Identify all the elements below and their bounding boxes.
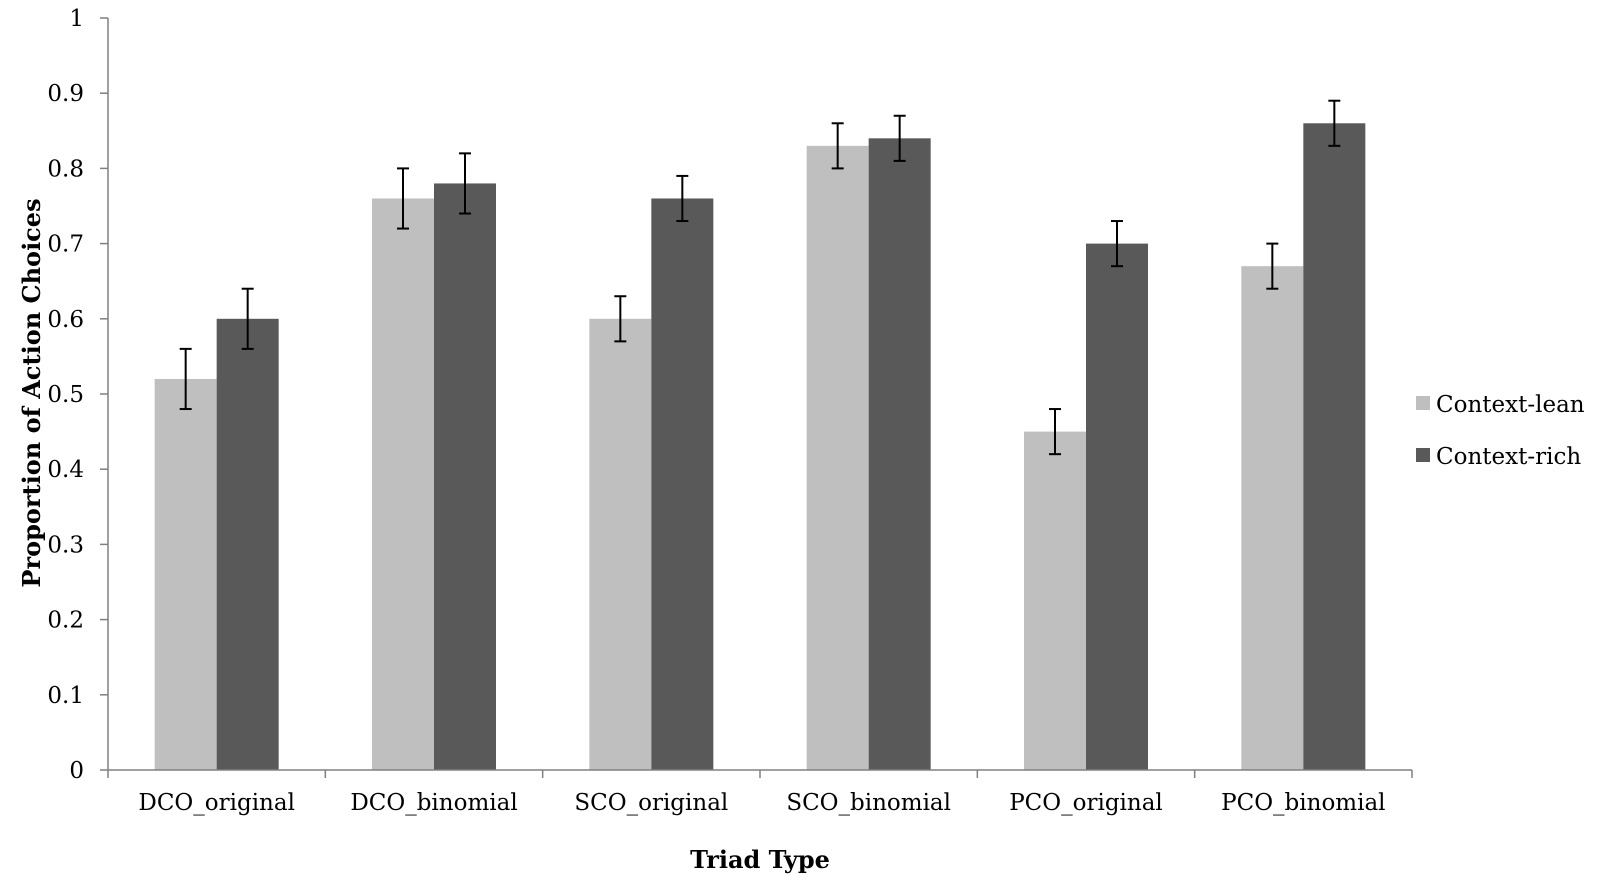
error-bars — [179, 99, 1341, 456]
bar-context-lean-dco_binomial — [372, 198, 434, 771]
error-bar — [831, 122, 844, 170]
error-bar — [241, 287, 254, 350]
y-tick-label: 0.6 — [47, 307, 84, 333]
error-bar — [1049, 408, 1061, 456]
x-tick-label: PCO_original — [1009, 790, 1163, 816]
error-bar — [1111, 220, 1123, 268]
legend-swatch-context-lean — [1416, 396, 1430, 410]
y-tick-label: 0.3 — [47, 532, 84, 558]
bar-context-rich-pco_original — [1086, 243, 1148, 771]
x-axis-title: Triad Type — [690, 845, 830, 874]
bar-context-lean-pco_binomial — [1241, 266, 1304, 770]
error-bar — [1266, 242, 1279, 290]
bar-context-lean-dco_original — [154, 378, 217, 770]
error-bar — [614, 295, 627, 343]
x-tick-label: PCO_binomial — [1221, 790, 1385, 816]
y-tick-label: 0.8 — [47, 156, 84, 182]
error-bar — [1328, 99, 1341, 147]
y-tick-label: 0.7 — [47, 232, 84, 258]
bar-context-rich-pco_binomial — [1303, 123, 1366, 770]
bars — [154, 123, 1366, 771]
bar-context-rich-sco_binomial — [868, 138, 931, 770]
error-bar — [676, 174, 689, 223]
bar-context-rich-sco_original — [651, 198, 714, 771]
y-tick-label: 0.9 — [47, 81, 84, 107]
y-tick-label: 0.2 — [47, 608, 84, 634]
error-bar — [459, 152, 471, 215]
legend-label-context-rich: Context-rich — [1436, 444, 1581, 470]
bar-context-rich-dco_binomial — [434, 183, 496, 770]
bar-context-lean-sco_binomial — [806, 145, 869, 771]
x-tick-label: SCO_binomial — [786, 790, 951, 816]
error-bar — [397, 167, 409, 230]
y-tick-label: 0 — [69, 758, 84, 784]
legend-label-context-lean: Context-lean — [1436, 392, 1585, 418]
error-bar — [893, 114, 906, 162]
bar-context-lean-sco_original — [589, 318, 652, 770]
bar-context-rich-dco_original — [216, 318, 279, 770]
y-axis-ticks: 0 0.1 0.2 0.3 0.4 0.5 0.6 0.7 0.8 0.9 1 — [47, 6, 108, 784]
error-bar — [179, 347, 192, 411]
x-axis-ticks: DCO_original DCO_binomial SCO_original SCO_… — [107, 770, 1413, 816]
y-tick-label: 0.1 — [47, 683, 84, 709]
y-tick-label: 0.5 — [47, 382, 84, 408]
legend-swatch-context-rich — [1416, 448, 1430, 462]
x-tick-label: SCO_original — [574, 790, 728, 816]
legend: Context-lean Context-rich — [1416, 392, 1585, 470]
y-tick-label: 0.4 — [47, 457, 84, 483]
x-tick-label: DCO_binomial — [350, 790, 517, 816]
bar-context-lean-pco_original — [1024, 431, 1086, 770]
x-tick-label: DCO_original — [138, 790, 295, 816]
y-axis-title: Proportion of Action Choices — [17, 198, 46, 587]
y-tick-label: 1 — [69, 6, 84, 32]
